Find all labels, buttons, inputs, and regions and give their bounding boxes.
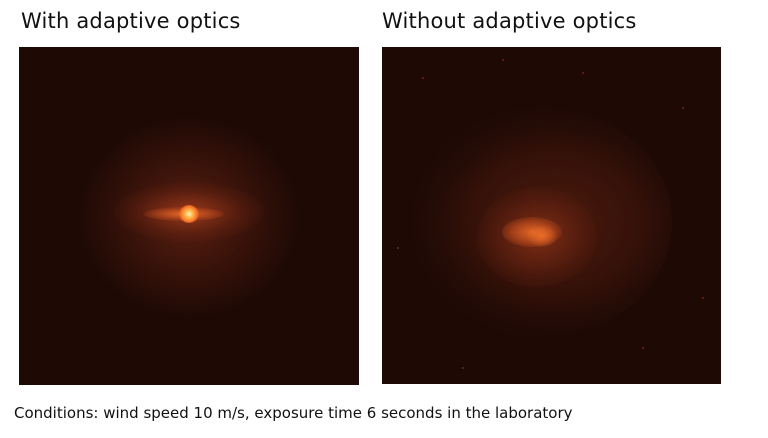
panel-title-without-ao: Without adaptive optics (382, 9, 637, 33)
panel-title-with-ao: With adaptive optics (21, 9, 241, 33)
image-without-adaptive-optics (382, 47, 721, 384)
caption: Conditions: wind speed 10 m/s, exposure … (14, 404, 573, 422)
image-with-adaptive-optics (19, 47, 359, 385)
